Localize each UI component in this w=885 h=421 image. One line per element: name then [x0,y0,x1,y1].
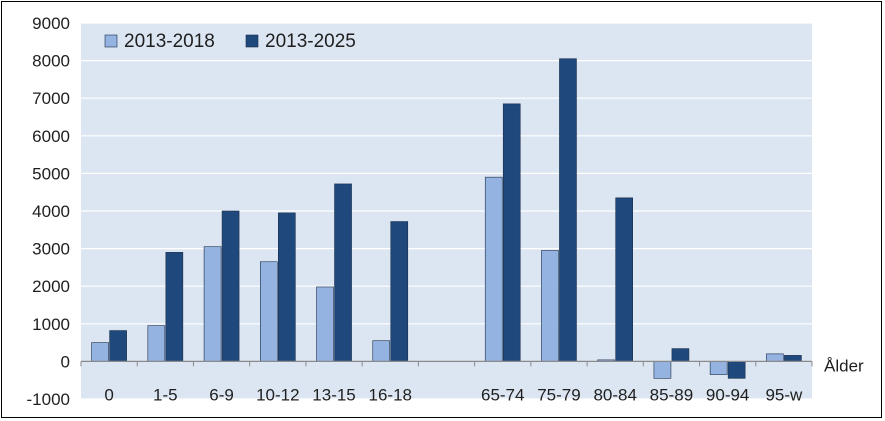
x-tick-label: 10-12 [256,385,299,404]
legend-label: 2013-2018 [124,31,215,52]
bar [165,252,184,362]
bar [147,325,166,362]
y-tick-label: 9000 [32,14,70,33]
bar [260,261,278,362]
y-tick-label: 4000 [32,202,70,221]
x-tick-label: 95-w [765,385,803,404]
y-tick-label: 7000 [32,89,70,108]
y-tick-label: 8000 [32,52,70,71]
x-tick-label: 0 [104,385,113,404]
bar [334,183,352,362]
bar [671,348,690,362]
x-tick-label: 65-74 [481,385,524,404]
legend-label: 2013-2025 [265,31,356,52]
bar [559,58,577,362]
y-tick-label: 3000 [32,240,70,259]
y-tick-label: 1000 [32,315,70,334]
bar [784,355,802,362]
bar [709,361,728,375]
bar [727,361,746,379]
legend-swatch [245,34,259,48]
bar [91,342,109,362]
bar [221,210,240,362]
y-tick-labels: -1000 0 1000 2000 3000 4000 5000 6000 7000 8000 90… [27,14,70,409]
bars [91,58,802,379]
y-tick-label: 5000 [32,164,70,183]
bar [653,361,672,379]
x-tick-label: 1-5 [153,385,178,404]
x-tick-label: 13-15 [312,385,355,404]
bar [278,212,296,362]
bar [502,103,521,362]
legend-swatch [104,34,118,48]
x-tick-label: 80-84 [593,385,636,404]
x-tick-label: 85-89 [650,385,693,404]
x-axis-label: Ålder [824,356,864,375]
y-tick-label: 6000 [32,127,70,146]
gridlines [81,22,812,400]
x-tick-label: 16-18 [369,385,412,404]
bar [316,286,334,362]
x-tick-labels: 0 1-5 6-9 10-12 13-15 16-18 65-74 75-79 80-84 85-… [80,361,813,404]
bar [484,176,503,362]
bar [390,221,409,362]
x-tick-label: 90-94 [706,385,749,404]
bar [766,353,784,362]
bar [203,246,222,362]
x-tick-label: 6-9 [209,385,234,404]
legend: 2013-2018 2013-2025 [104,31,356,52]
bar [372,340,391,362]
bar [541,250,559,362]
y-tick-label: 2000 [32,277,70,296]
x-tick-label: 75-79 [537,385,580,404]
y-tick-label: -1000 [27,390,70,409]
y-tick-label: 0 [61,352,70,371]
bar [109,330,127,362]
bar [615,197,633,362]
